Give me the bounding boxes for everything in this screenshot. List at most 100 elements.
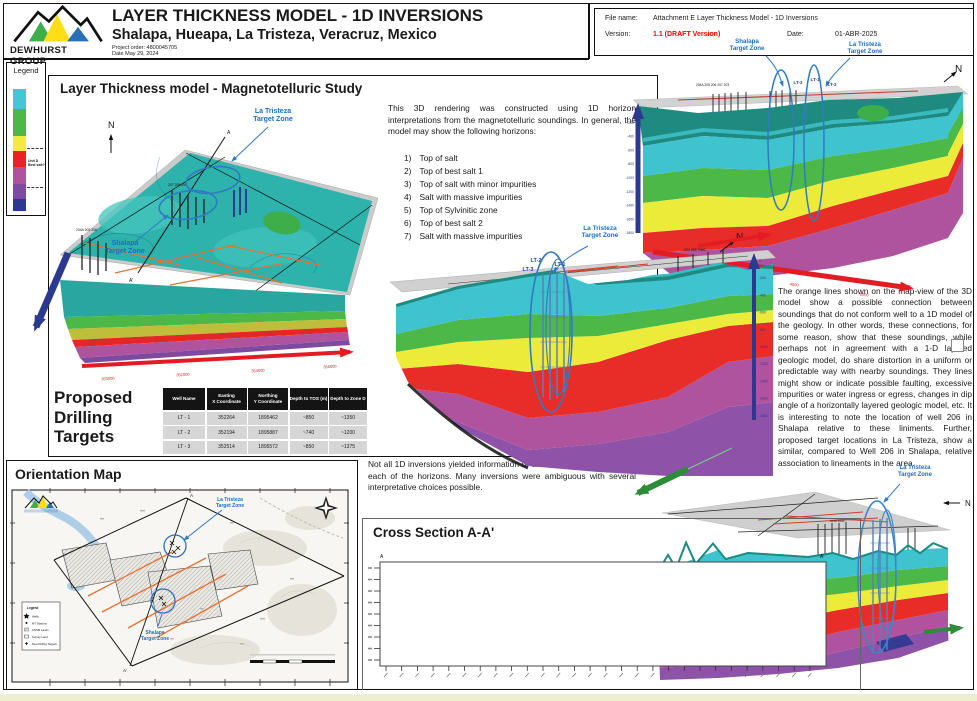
dewhurst-logo: DEWHURST GROUP: [10, 5, 106, 67]
lt3-label: LT-3: [828, 82, 837, 87]
horizon-list: 1) Top of salt 2) Top of best salt 1 3) Top…: [404, 152, 636, 243]
north-label: N: [955, 64, 962, 75]
report-title: LAYER THICKNESS MODEL - 1D INVERSIONS: [112, 6, 484, 25]
horizon-item: Salt with massive impurities: [419, 192, 523, 202]
title-block: LAYER THICKNESS MODEL - 1D INVERSIONS Sh…: [112, 6, 582, 57]
legend-dash-top: [27, 148, 43, 149]
legend-title: Legend: [13, 66, 39, 75]
report-subtitle: Shalapa, Hueapa, La Tristeza, Veracruz, …: [112, 27, 437, 43]
horizon-item: Salt with massive impurities: [419, 231, 523, 241]
la-tristeza-label: La Tristeza Target Zone: [253, 108, 293, 124]
svg-text:2000: 2000: [715, 270, 725, 276]
well-labels: 204 205 206C: [684, 248, 706, 252]
col-well-name: Well Name: [163, 388, 205, 410]
next-page-strip: [0, 694, 977, 701]
svg-text:-1800: -1800: [759, 414, 768, 418]
legend-swatch-red: [13, 151, 26, 167]
header-vertical-divider: [588, 3, 590, 59]
cell: LT - 2: [163, 426, 205, 439]
cell: ~1375: [329, 440, 367, 454]
horizon-item: Top of salt: [419, 153, 458, 163]
legend-swatch-cyan: [13, 89, 26, 109]
study-title: Layer Thickness model - Magnetotelluric …: [60, 81, 363, 96]
project-order: Project order: 4800045705: [112, 45, 178, 51]
green-anomaly: [857, 105, 889, 121]
horizon-num: 2): [404, 166, 412, 176]
drilling-targets-heading: Proposed Drilling Targets: [54, 388, 133, 447]
svg-text:-1200: -1200: [759, 362, 768, 366]
svg-text:-800: -800: [759, 328, 766, 332]
north-label: N: [736, 232, 743, 243]
y-axis-arrow: [923, 623, 964, 635]
col-depth-zone-d: Depth to Zone D: [329, 388, 367, 410]
legend-note: Unit D Best salt?: [28, 159, 45, 168]
horizon-num: 7): [404, 231, 412, 241]
distance-axis-arrow: [652, 249, 914, 292]
legend-swatch-purple: [13, 184, 26, 199]
top-right-3d-model: 204A 205 206 207 203 LT-2 LT-1 LT-3 N 0 -…: [618, 28, 977, 298]
date-value: 01-ABR-2025: [835, 31, 878, 38]
horizon-num: 3): [404, 179, 412, 189]
orange-lines-paragraph: The orange lines shown on the map-view o…: [778, 286, 972, 468]
report-date: Date May 29, 2024: [112, 51, 159, 57]
drilling-targets-table: Well Name Easting X Coordinate Northing …: [163, 388, 367, 454]
lt2-label: LT-2: [794, 80, 803, 85]
horizon-item: Top of Sylvinitic zone: [419, 205, 498, 215]
page-artifact-box: [951, 339, 964, 352]
legend-colorbar: [13, 89, 26, 211]
horizon-num: 1): [404, 153, 412, 163]
x-axis-arrow: [697, 231, 772, 248]
orientation-map-title: Orientation Map: [15, 466, 122, 482]
horizon-num: 6): [404, 218, 412, 228]
svg-text:-600: -600: [759, 311, 766, 315]
cell: 352194: [206, 426, 247, 439]
legend-swatch-green: [13, 109, 26, 136]
page-gap: [0, 690, 977, 694]
mountain-logo-icon: [13, 5, 103, 43]
la-tristeza-ellipse: [803, 64, 825, 222]
cell: ~1350: [329, 411, 367, 425]
cell: 352264: [206, 411, 247, 425]
orientation-map-panel: Orientation Map: [6, 460, 358, 691]
depth-axis-ticks: 0 -200 -400 -600 -800 -1000 -1200 -1400 -1600 -18…: [759, 259, 768, 418]
legend-box: Legend Unit D Best salt?: [6, 62, 46, 216]
cell: LT - 3: [163, 440, 205, 454]
horizon-num: 4): [404, 192, 412, 202]
horizon-num: 5): [404, 205, 412, 215]
la-tristeza-label-br: La Tristeza Target Zone: [898, 465, 932, 478]
col-depth-tos: Depth to TOS (m): [289, 388, 328, 410]
legend-swatch-yellow: [13, 136, 26, 151]
well-labels: 204A 205 206 207 203: [696, 83, 729, 87]
cross-section-panel: Cross Section A-A': [362, 518, 861, 691]
header-divider: [3, 58, 589, 60]
svg-text:-1000: -1000: [759, 345, 768, 349]
brand-name: DEWHURST GROUP: [10, 45, 68, 67]
cell: 1895572: [248, 440, 288, 454]
shalapa-label-tr: Shalapa Target Zone: [729, 38, 765, 53]
file-name-label: File name:: [605, 15, 638, 22]
horizon-item: Top of best salt 1: [419, 166, 483, 176]
y-axis-arrow: [634, 466, 690, 496]
date-label: Date:: [787, 31, 804, 38]
horizon-item: Top of best salt 2: [419, 218, 483, 228]
cell: ~850: [289, 440, 328, 454]
horizon-item: Top of salt with minor impurities: [419, 179, 537, 189]
north-arrow-icon: [719, 240, 735, 253]
shalapa-label: Shalapa Target Zone: [105, 240, 145, 256]
svg-text:-400: -400: [759, 293, 766, 297]
cell: 1895462: [248, 411, 288, 425]
file-name-value: Attachment E Layer Thickness Model - 1D …: [653, 15, 818, 22]
cell: 352514: [206, 440, 247, 454]
cell: ~850: [289, 411, 328, 425]
la-tristeza-ellipse: [857, 500, 897, 654]
north-label: N: [965, 499, 971, 508]
study-note: Not all 1D inversions yielded informatio…: [368, 459, 636, 493]
study-intro: This 3D rendering was constructed using …: [388, 103, 636, 137]
legend-dash-bottom: [27, 187, 43, 188]
shalapa-ellipse: [767, 69, 795, 211]
col-northing: Northing Y Coordinate: [248, 388, 288, 410]
cell: ~1200: [329, 426, 367, 439]
north-arrow-icon: [943, 71, 957, 83]
legend-swatch-magenta: [13, 167, 26, 184]
